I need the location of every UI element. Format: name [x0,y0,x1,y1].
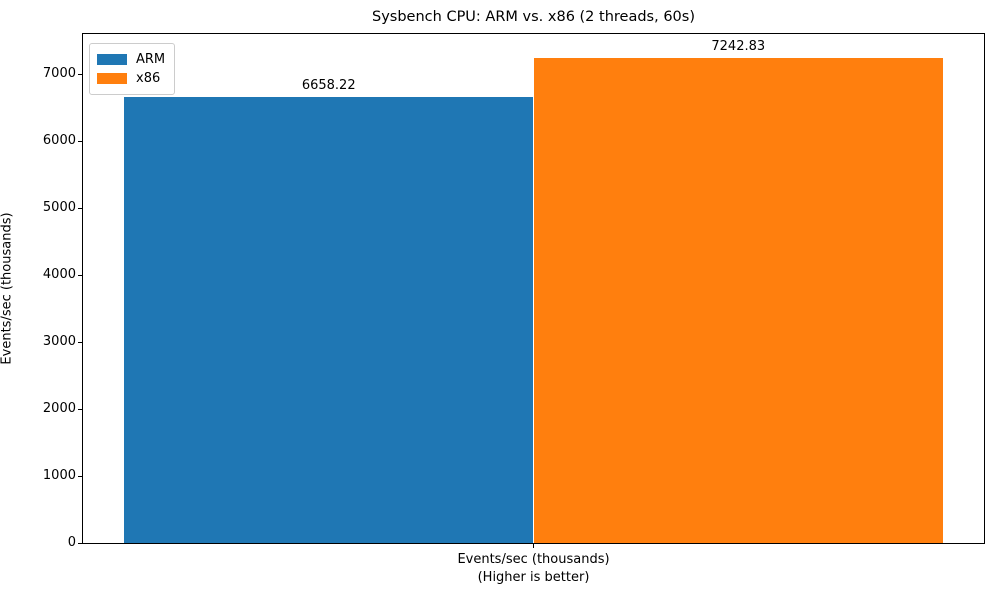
y-tick-label: 7000 [42,66,76,82]
legend-item-arm: ARM [97,50,165,69]
bar-value-label-arm: 6658.22 [301,78,356,94]
y-axis-label: Events/sec (thousands) [0,212,15,365]
y-tick-label: 4000 [42,267,76,283]
y-tick-mark [78,409,82,411]
y-tick-label: 0 [67,535,76,550]
plot-area: 6658.22 7242.83 ARM x86 [82,33,985,544]
y-tick-label: 3000 [42,334,76,350]
y-tick-mark [78,476,82,478]
legend: ARM x86 [89,43,176,95]
bar-value-label-x86: 7242.83 [711,39,766,55]
y-tick-mark [78,208,82,210]
bar-arm: 6658.22 [123,78,534,543]
y-tick-label: 2000 [42,401,76,417]
bar-x86: 7242.83 [533,39,944,543]
x-tick-label-line1: Events/sec (thousands) [457,552,610,567]
y-tick-mark [78,74,82,76]
y-tick-mark [78,275,82,277]
y-tick-label: 6000 [42,133,76,149]
y-tick-mark [78,543,82,544]
x-tick-label-line2: (Higher is better) [477,570,590,585]
x-tick-mark [533,544,534,548]
legend-swatch-arm [97,54,127,65]
chart-title: Sysbench CPU: ARM vs. x86 (2 threads, 60… [372,9,695,25]
legend-swatch-x86 [97,73,127,84]
y-tick-label: 1000 [42,468,76,484]
y-tick-mark [78,141,82,143]
y-tick-label: 5000 [42,200,76,216]
legend-item-x86: x86 [97,69,165,88]
legend-label-x86: x86 [136,71,161,86]
legend-label-arm: ARM [136,52,166,67]
x-tick-label: Events/sec (thousands) (Higher is better… [82,551,985,587]
y-tick-mark [78,342,82,344]
